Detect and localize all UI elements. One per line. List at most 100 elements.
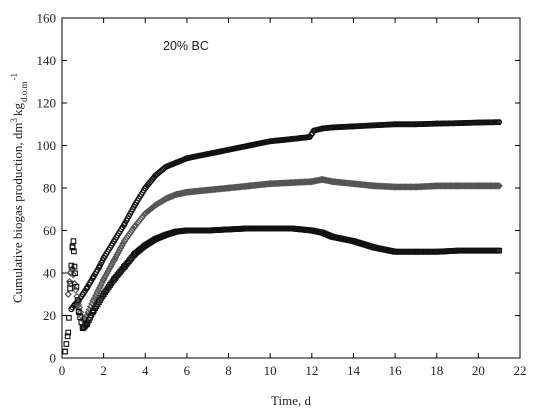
data-point: [115, 246, 124, 254]
data-point: [184, 227, 190, 234]
data-point: [111, 238, 117, 245]
data-point: [120, 237, 129, 245]
data-point: [371, 122, 378, 129]
data-point: [65, 329, 72, 336]
data-point: [474, 182, 482, 190]
data-point: [114, 249, 122, 257]
data-point: [107, 262, 115, 270]
data-point: [62, 348, 68, 355]
data-point: [495, 182, 503, 190]
data-point: [245, 182, 253, 190]
series-3: [62, 225, 503, 355]
y-tick-label: 100: [37, 138, 57, 153]
data-point: [89, 297, 97, 305]
data-point: [119, 239, 127, 247]
x-tick-label: 16: [389, 363, 403, 378]
data-point: [72, 270, 78, 277]
data-point: [475, 247, 482, 254]
data-point: [204, 186, 212, 194]
y-tick-label: 40: [43, 266, 56, 281]
x-axis-title: Time, d: [271, 393, 311, 408]
data-point: [74, 297, 81, 303]
data-point: [113, 251, 121, 259]
y-tick-label: 140: [37, 53, 57, 68]
data-point: [68, 262, 75, 269]
data-point: [433, 120, 440, 127]
data-point: [131, 222, 139, 230]
y-axis-title-sub: d.o.m: [19, 81, 29, 102]
data-point: [350, 238, 357, 244]
data-point: [173, 159, 180, 166]
data-point: [308, 227, 315, 234]
data-point: [350, 123, 357, 130]
data-point: [111, 276, 117, 283]
data-point: [105, 265, 114, 273]
data-point: [69, 244, 76, 251]
data-point: [100, 291, 107, 298]
data-point: [433, 182, 441, 190]
data-point: [90, 274, 97, 281]
plot-frame: [61, 17, 521, 359]
x-tick-label: 4: [142, 363, 149, 378]
data-point: [69, 271, 77, 279]
data-point: [79, 316, 87, 324]
data-point: [121, 221, 128, 228]
x-tick-label: 18: [430, 363, 443, 378]
data-point: [391, 183, 399, 191]
data-point: [121, 263, 128, 270]
data-point: [132, 251, 138, 257]
x-tick-label: 14: [347, 363, 361, 378]
x-tick-label: 0: [59, 363, 66, 378]
data-point: [224, 184, 233, 192]
x-tick-label: 2: [100, 363, 107, 378]
data-point: [172, 190, 181, 198]
x-tick-label: 22: [514, 363, 527, 378]
data-point: [96, 263, 103, 270]
x-tick-label: 20: [472, 363, 485, 378]
data-point: [329, 178, 337, 186]
data-point: [267, 225, 274, 232]
data-point: [62, 348, 68, 355]
data-point: [142, 185, 149, 191]
y-tick-label: 160: [37, 11, 57, 26]
chart-annotation: 20% BC: [163, 39, 209, 53]
data-point: [163, 231, 169, 238]
data-point: [163, 163, 170, 170]
data-point: [454, 120, 461, 127]
data-point: [162, 195, 170, 203]
data-point: [287, 179, 295, 187]
data-point: [306, 134, 313, 140]
data-point: [454, 247, 461, 254]
series-2: [64, 175, 503, 324]
y-tick-label: 60: [43, 223, 56, 238]
data-point: [433, 248, 440, 255]
data-point: [64, 290, 72, 298]
data-point: [266, 180, 274, 188]
data-point: [73, 283, 80, 290]
data-point: [79, 325, 86, 332]
y-axis-title: Cumulative biogas production, dm3kgd.o.m…: [9, 73, 29, 303]
data-point: [319, 229, 326, 236]
y-axis-title-main: Cumulative biogas production, dm: [10, 122, 25, 303]
data-point: [494, 182, 502, 190]
data-point: [392, 248, 398, 255]
data-point: [79, 291, 86, 298]
data-point: [66, 314, 72, 321]
data-point: [493, 182, 501, 190]
data-point: [183, 155, 190, 162]
data-point: [310, 127, 317, 134]
data-point: [117, 244, 125, 252]
data-point: [84, 321, 90, 327]
data-point: [100, 255, 107, 262]
data-point: [71, 248, 77, 255]
x-tick-label: 12: [305, 363, 318, 378]
data-point: [64, 290, 72, 298]
y-tick-label: 20: [43, 308, 56, 323]
data-point: [496, 247, 503, 254]
data-point: [392, 121, 399, 128]
data-point: [152, 172, 159, 179]
series-1: [68, 119, 503, 313]
data-point: [112, 253, 120, 261]
data-point: [110, 256, 118, 264]
